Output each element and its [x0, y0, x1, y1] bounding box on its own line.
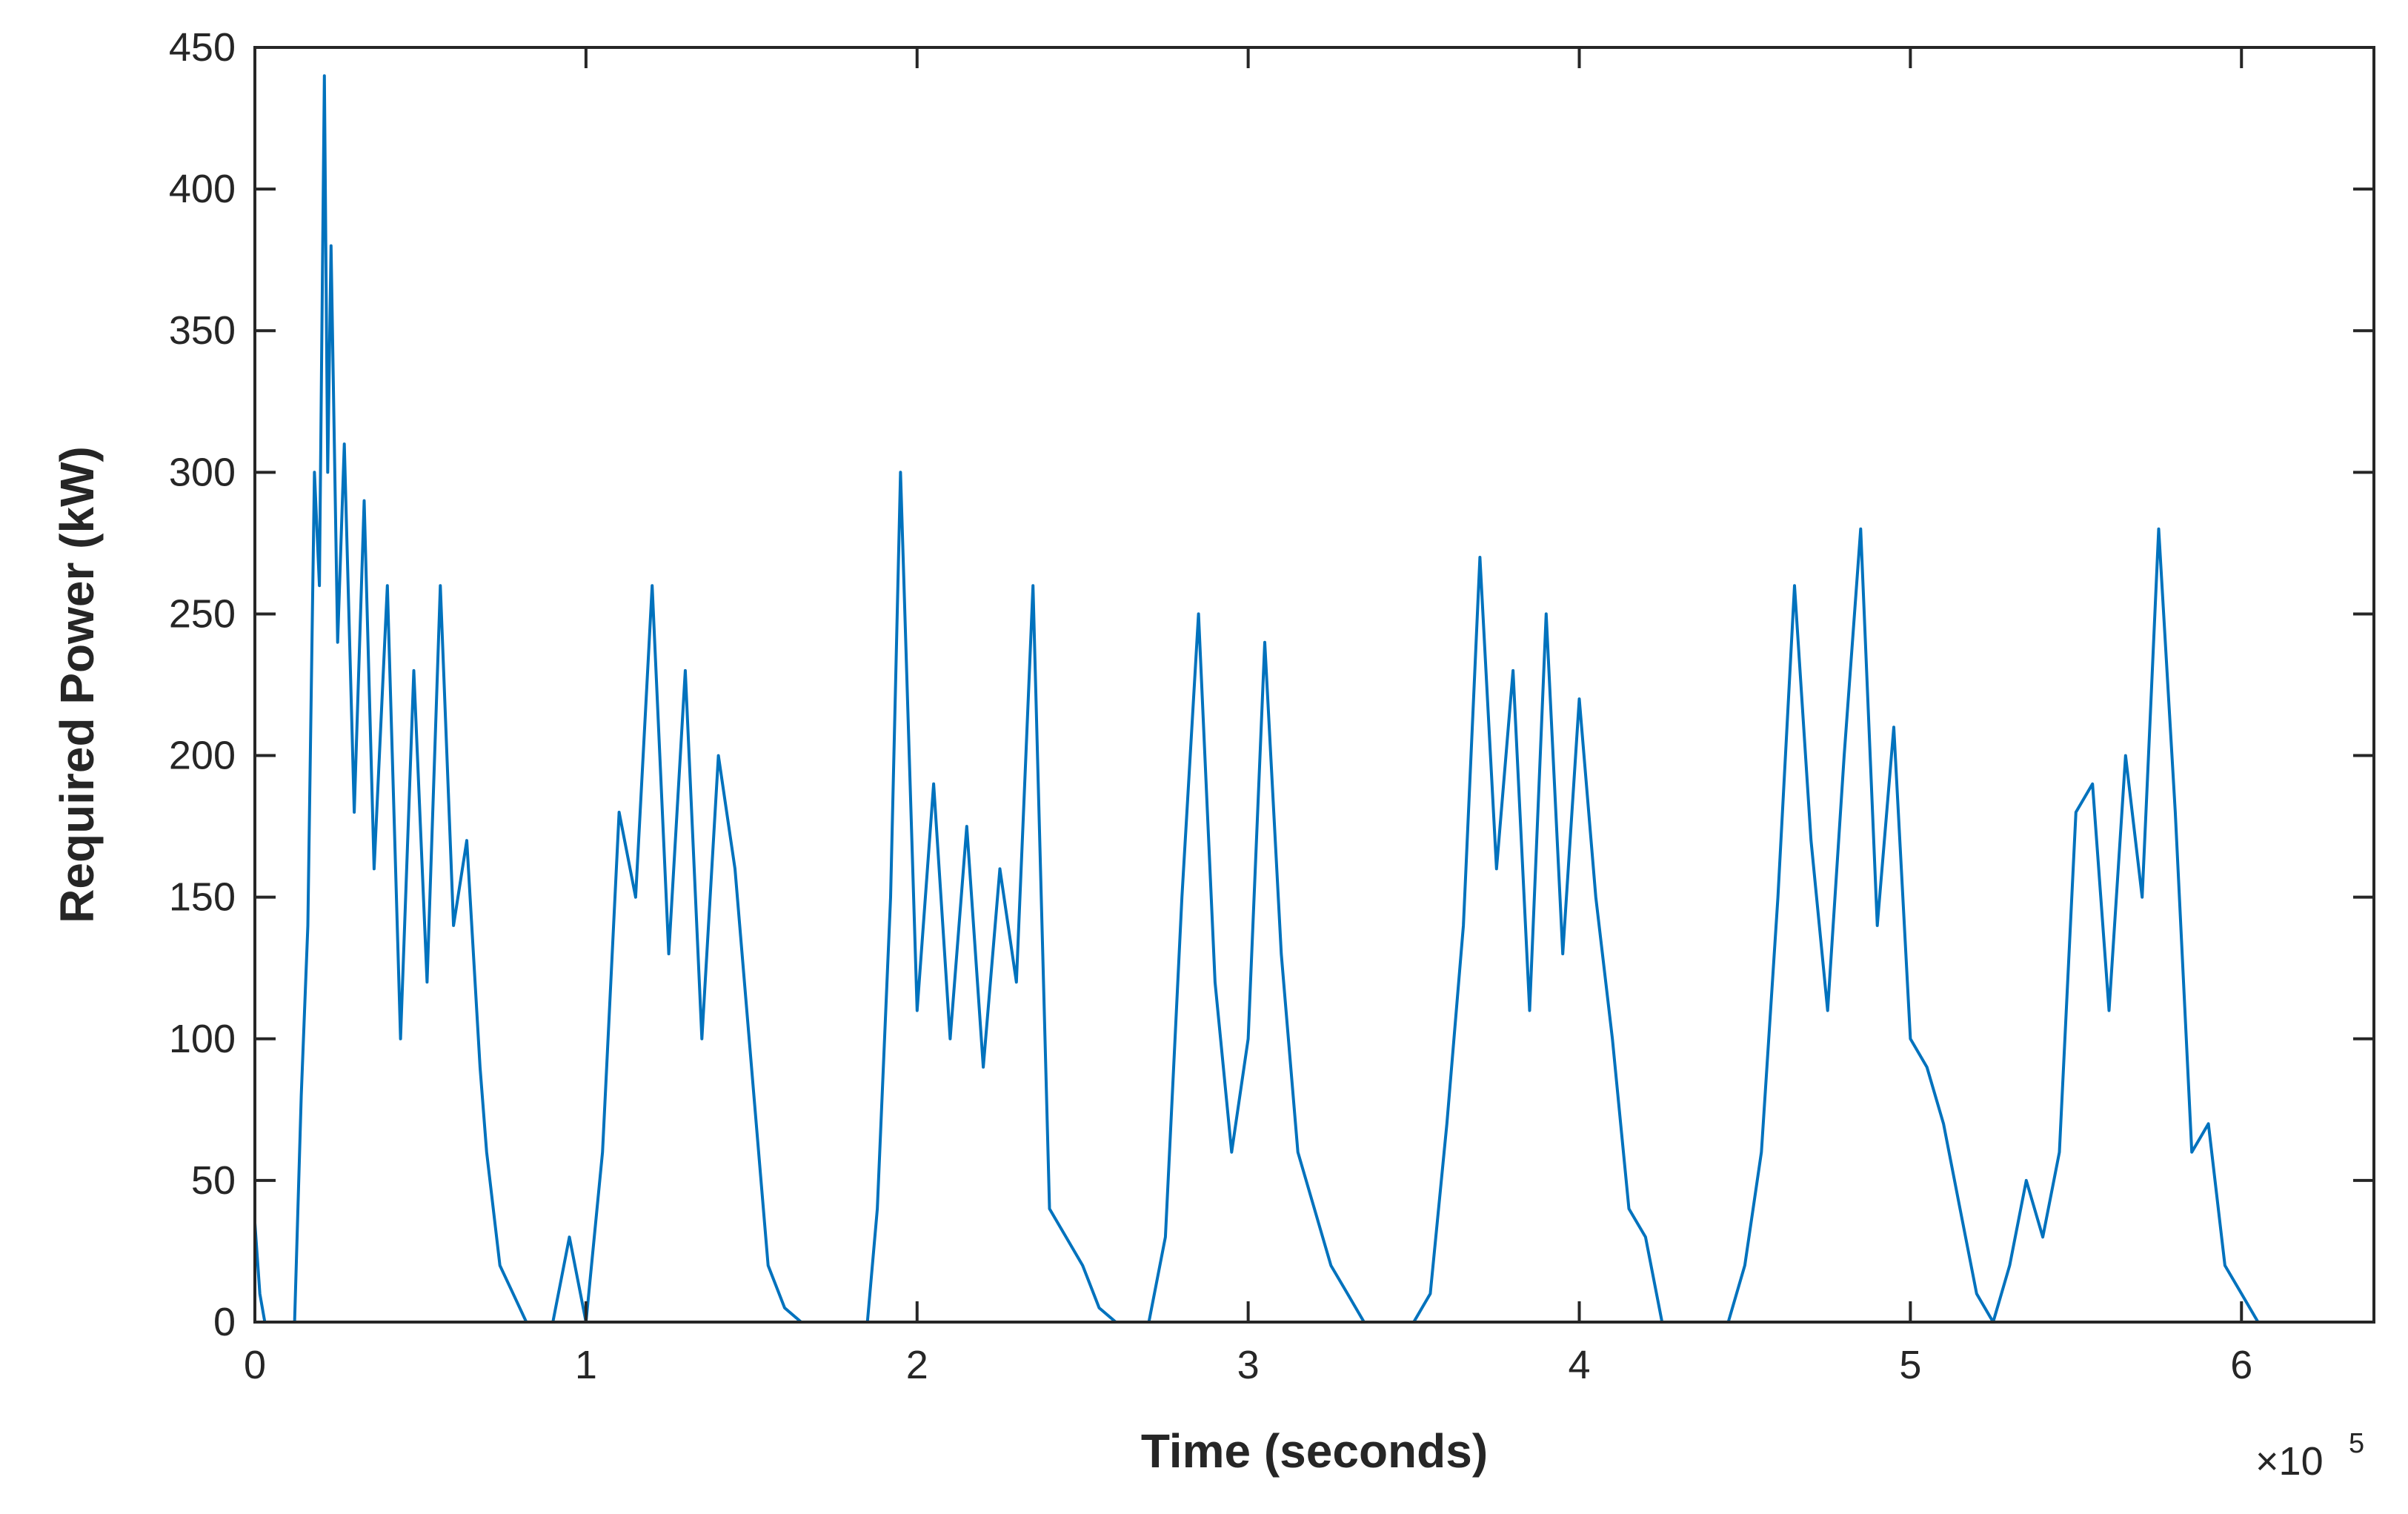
- x-axis: 0 1 2 3 4 5 6: [244, 47, 2252, 1387]
- y-tick-label: 450: [169, 25, 236, 70]
- plot-area: [255, 47, 2374, 1322]
- y-axis: 0 50 100 150 200 250 300 350 400 450: [169, 25, 2374, 1344]
- y-tick-label: 350: [169, 308, 236, 353]
- x-exponent-power: 5: [2349, 1428, 2364, 1459]
- x-tick-label: 0: [244, 1343, 266, 1387]
- y-tick-label: 300: [169, 450, 236, 494]
- x-tick-label: 2: [906, 1343, 928, 1387]
- y-tick-label: 400: [169, 167, 236, 211]
- plot-box: [253, 46, 2375, 1324]
- y-tick-label: 250: [169, 591, 236, 636]
- x-tick-label: 4: [1568, 1343, 1590, 1387]
- x-exponent-label: ×10: [2255, 1439, 2324, 1484]
- x-axis-title: Time (seconds): [1141, 1424, 1488, 1478]
- x-tick-label: 6: [2230, 1343, 2252, 1387]
- y-tick-label: 150: [169, 875, 236, 920]
- x-tick-label: 3: [1237, 1343, 1260, 1387]
- y-tick-label: 0: [213, 1300, 236, 1344]
- y-tick-label: 200: [169, 734, 236, 778]
- y-tick-label: 100: [169, 1017, 236, 1061]
- x-tick-label: 5: [1899, 1343, 1921, 1387]
- y-tick-label: 50: [191, 1158, 236, 1203]
- y-axis-title: Required Power (kW): [50, 446, 104, 923]
- x-tick-label: 1: [575, 1343, 597, 1387]
